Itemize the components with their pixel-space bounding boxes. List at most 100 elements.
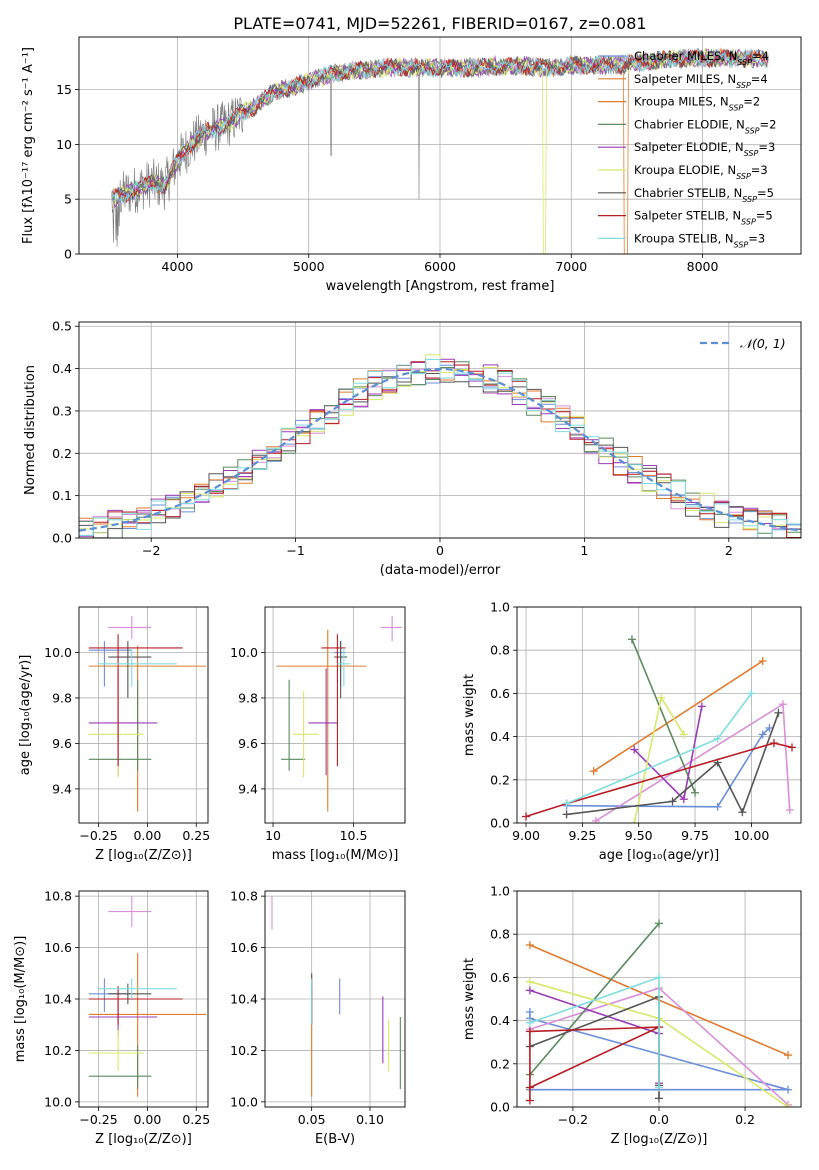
y-tick-label: 1.0 — [490, 600, 510, 615]
x-tick-label: 0.2 — [735, 1112, 755, 1127]
mass-weight-marker — [769, 739, 778, 748]
x-axis-label: Z [log₁₀(Z/Z⊙)] — [95, 848, 192, 863]
mass-weight-marker — [713, 802, 722, 811]
errorbar-point — [88, 691, 144, 778]
errorbar-point — [308, 668, 338, 776]
mass-weight-line — [529, 922, 660, 1076]
x-tick-label: 5000 — [293, 259, 325, 274]
axes-frame — [264, 606, 406, 824]
y-tick-label: 0.5 — [52, 319, 72, 334]
y-tick-label: 9.4 — [52, 781, 72, 796]
mass-weight-marker — [562, 799, 571, 808]
y-axis-label: mass weight — [462, 674, 477, 756]
mass-weight-marker — [627, 635, 636, 644]
residual-histogram-panel: −2 −1 0 1 2 0.0 0.1 0.2 0.3 0.4 0.5 (data-model)/er… — [23, 319, 802, 578]
age-vs-metallicity-panel: −0.25 0.00 0.25 9.4 9.6 9.8 10.0 Z [log₁₀(Z/Z⊙)… — [18, 606, 210, 863]
mass-weight-marker — [655, 973, 663, 982]
x-tick-label: 0.05 — [298, 1112, 326, 1127]
mass-weight-marker — [589, 767, 598, 776]
mass-weight-marker — [738, 808, 747, 817]
mass-weight-marker — [713, 734, 722, 743]
x-tick-label: 4000 — [162, 259, 194, 274]
mass-weight-marker — [657, 693, 666, 702]
y-axis-label: Normed distribution — [23, 365, 38, 495]
x-tick-label: 9.00 — [512, 828, 540, 843]
mass-weight-marker — [679, 730, 688, 739]
x-tick-label: 2 — [725, 543, 733, 558]
errorbar-point — [108, 983, 152, 1005]
y-tick-label: 9.6 — [52, 736, 72, 751]
y-tick-label: 1.0 — [490, 884, 510, 899]
y-tick-label: 10.2 — [44, 1043, 72, 1058]
legend-entry-label: 𝒩(0, 1) — [740, 336, 786, 351]
age-vs-mass-panel: 10 10.5 9.4 9.6 9.8 10.0 mass [log₁₀(M/M⊙)] — [230, 606, 406, 863]
errorbar-point — [337, 647, 351, 687]
y-tick-label: 15 — [56, 82, 72, 97]
mass-weight-vs-age-plot-area — [522, 635, 796, 823]
errorbar-point — [321, 634, 346, 767]
y-tick-label: 10.4 — [230, 992, 258, 1007]
mass-vs-metallicity-plot-area — [88, 896, 207, 1097]
y-tick-label: 10.4 — [44, 992, 72, 1007]
y-axis-label: mass [log₁₀(M/M⊙)] — [13, 936, 28, 1063]
legend-entry-label: Kroupa ELODIE, NSSP=3 — [634, 163, 768, 181]
x-tick-label: 9.25 — [568, 828, 596, 843]
legend-entry-label: Salpeter MILES, NSSP=4 — [634, 72, 768, 90]
x-tick-label: 0 — [436, 543, 444, 558]
mass-weight-marker — [668, 797, 677, 806]
y-tick-label: 0.4 — [490, 729, 510, 744]
x-axis-label: E(B-V) — [315, 1132, 355, 1147]
x-axis-label: Z [log₁₀(Z/Z⊙)] — [95, 1132, 192, 1147]
mass-weight-marker — [784, 1051, 793, 1060]
mass-weight-vs-metallicity-plot-area — [525, 919, 793, 1107]
mass-weight-marker — [522, 812, 531, 821]
gaussian-curve — [79, 367, 801, 532]
errorbar-point — [98, 978, 177, 999]
spectrum-plot-area — [111, 46, 769, 254]
x-tick-label: 6000 — [424, 259, 456, 274]
y-tick-label: 0.6 — [490, 970, 510, 985]
x-tick-label: −1 — [286, 543, 304, 558]
x-tick-label: 9.50 — [625, 828, 653, 843]
mass-weight-vs-age-panel: 9.00 9.25 9.50 9.75 10.00 0.0 0.2 0.4 0.6 0.8 1.0 a… — [462, 600, 802, 863]
y-tick-label: 0.0 — [490, 1100, 510, 1115]
y-tick-label: 9.8 — [52, 690, 72, 705]
x-axis-label: wavelength [Angstrom, rest frame] — [326, 279, 555, 294]
age-vs-mass-plot-area — [276, 616, 402, 812]
y-tick-label: 0.0 — [52, 531, 72, 546]
mass-weight-marker — [655, 919, 663, 928]
mass-weight-marker — [525, 941, 534, 949]
legend-entry-label: Kroupa STELIB, NSSP=3 — [634, 231, 765, 249]
errorbar-point — [88, 999, 158, 1038]
x-axis-label: mass [log₁₀(M/M⊙)] — [272, 848, 399, 863]
axes-frame — [78, 36, 802, 255]
legend-entry-label: Chabrier ELODIE, NSSP=2 — [634, 117, 776, 135]
x-axis-label: Z [log₁₀(Z/Z⊙)] — [611, 1132, 708, 1147]
y-tick-label: 10 — [56, 137, 72, 152]
mass-weight-marker — [525, 1027, 534, 1036]
legend-entry-label: Chabrier MILES, NSSP=4 — [634, 49, 769, 67]
errorbar-point — [334, 641, 348, 698]
x-tick-label: 0.25 — [182, 828, 210, 843]
axes-frame — [78, 890, 209, 1108]
y-tick-label: 10.6 — [44, 940, 72, 955]
mass-weight-line — [631, 639, 696, 794]
y-tick-label: 9.6 — [238, 736, 258, 751]
mass-weight-vs-metallicity-panel: −0.2 0.0 0.2 0.0 0.2 0.4 0.6 0.8 1.0 Z [log₁₀(Z/Z… — [462, 884, 802, 1147]
y-axis-label: Flux [fλ10⁻¹⁷ erg cm⁻² s⁻¹ A⁻¹] — [21, 47, 36, 244]
mass-weight-marker — [525, 1018, 534, 1027]
y-tick-label: 9.4 — [238, 781, 258, 796]
y-tick-label: 0.4 — [490, 1013, 510, 1028]
mass-weight-marker — [778, 700, 787, 709]
legend-entry-label: Salpeter ELODIE, NSSP=3 — [634, 140, 775, 158]
y-tick-label: 10.0 — [230, 1094, 258, 1109]
x-tick-label: 10.00 — [734, 828, 770, 843]
legend-entry-label: Kroupa MILES, NSSP=2 — [634, 95, 760, 113]
mass-weight-line — [593, 660, 764, 772]
mass-weight-marker — [630, 819, 639, 823]
errorbar-point — [108, 896, 152, 927]
histogram-legend: 𝒩(0, 1) — [700, 336, 786, 351]
mass-weight-marker — [525, 977, 534, 986]
spectrum-panel: 4000 5000 6000 7000 8000 0 5 10 15 wavelength [An… — [21, 36, 802, 294]
